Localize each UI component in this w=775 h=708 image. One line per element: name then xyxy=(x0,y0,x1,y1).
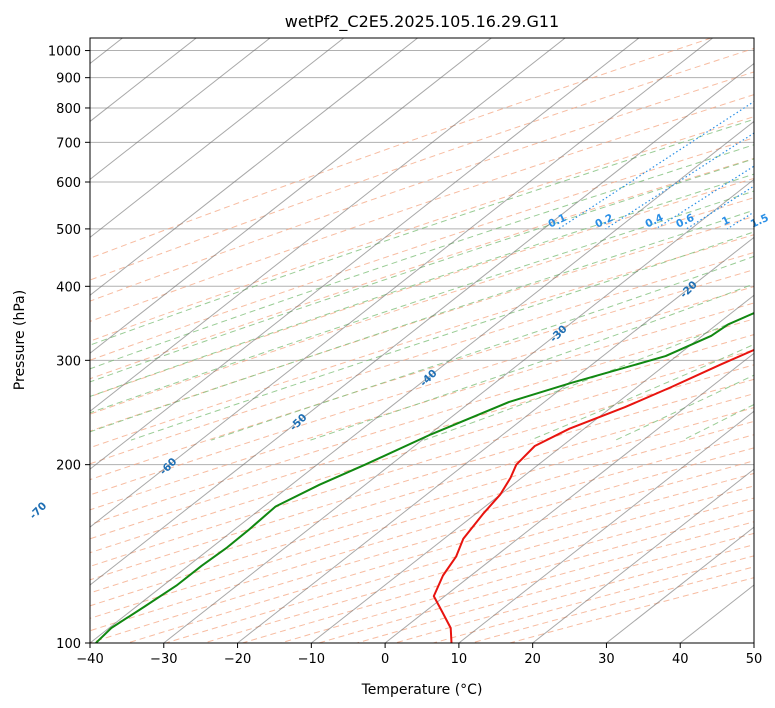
chart-title: wetPf2_C2E5.2025.105.16.29.G11 xyxy=(285,12,559,32)
x-tick-label: 40 xyxy=(672,652,689,667)
dry-adiabat xyxy=(127,460,754,643)
dry-adiabat xyxy=(90,334,754,540)
dry-adiabat xyxy=(90,420,754,619)
mixing-ratio-label: 1.5 xyxy=(749,212,771,231)
dry-adiabat xyxy=(90,434,754,632)
isotherm-line xyxy=(90,38,271,181)
dry-adiabat xyxy=(318,521,754,643)
isotherm-line xyxy=(90,62,754,586)
isotherm-line xyxy=(532,468,754,643)
isotherm-line xyxy=(458,410,754,643)
background-lines xyxy=(90,38,775,643)
isotherm-line xyxy=(90,38,418,296)
moist-adiabat xyxy=(530,343,754,441)
y-tick-label: 400 xyxy=(56,280,81,295)
dry-adiabat xyxy=(90,318,754,526)
moist-adiabat xyxy=(90,144,754,370)
isotherm-label: -70 xyxy=(27,500,49,522)
dry-adiabat xyxy=(204,485,754,643)
isotherm-line xyxy=(679,584,754,643)
isotherm-line xyxy=(90,120,754,643)
x-tick-label: 50 xyxy=(746,652,763,667)
x-tick-label: 30 xyxy=(598,652,615,667)
mixing-ratio-label: 0.1 xyxy=(546,212,568,231)
isotherm-line xyxy=(237,236,754,643)
dry-adiabat xyxy=(90,251,754,465)
dry-adiabat xyxy=(90,302,754,511)
moist-adiabat xyxy=(90,158,754,383)
dry-adiabat xyxy=(90,116,754,342)
dry-adiabat xyxy=(90,447,754,643)
x-tick-label: −40 xyxy=(76,652,103,667)
dry-adiabat xyxy=(90,269,754,481)
y-tick-label: 1000 xyxy=(48,45,81,60)
y-tick-label: 800 xyxy=(56,102,81,117)
temperature-trace xyxy=(432,348,754,643)
x-tick-label: −10 xyxy=(298,652,325,667)
dry-adiabat xyxy=(90,393,754,594)
isotherm-line xyxy=(384,352,754,643)
dry-adiabat xyxy=(280,509,754,643)
dry-adiabat xyxy=(433,555,754,643)
isotherm-line xyxy=(606,526,754,643)
dewpoint-trace xyxy=(95,311,754,643)
y-tick-label: 300 xyxy=(56,354,81,369)
moist-adiabat xyxy=(90,173,754,398)
isotherm-line xyxy=(90,38,713,528)
mixing-ratio-line xyxy=(655,165,754,230)
y-tick-label: 600 xyxy=(56,176,81,191)
sounding-traces xyxy=(95,311,754,643)
dry-adiabat xyxy=(395,544,754,643)
y-tick-label: 900 xyxy=(56,72,81,87)
mixing-ratio-label: 1 xyxy=(720,214,732,228)
mixing-ratio-line xyxy=(726,211,754,230)
isotherm-line xyxy=(90,38,492,354)
x-axis-title: Temperature (°C) xyxy=(361,682,483,698)
isotherm-line xyxy=(753,642,754,643)
isotherm-line xyxy=(90,38,566,412)
dry-adiabat xyxy=(242,497,754,643)
dry-adiabat xyxy=(90,94,754,322)
dry-adiabat xyxy=(90,378,754,581)
moist-adiabat xyxy=(90,118,754,346)
isotherm-line xyxy=(90,38,640,470)
x-tick-label: 10 xyxy=(451,652,468,667)
axes: −40 −30 −20 −10 0 10 20 30 40 50 100 200 300 400 500 60… xyxy=(48,45,762,667)
dry-adiabat xyxy=(90,407,754,607)
y-tick-label: 500 xyxy=(56,223,81,238)
mixing-ratio-label: 0.4 xyxy=(643,212,665,231)
plot-frame xyxy=(89,37,755,644)
y-axis-title: Pressure (hPa) xyxy=(12,290,28,390)
mixing-ratio-label: 0.2 xyxy=(593,212,615,231)
isotherm-line xyxy=(90,38,197,123)
y-tick-label: 700 xyxy=(56,136,81,151)
x-tick-label: 20 xyxy=(524,652,541,667)
dry-adiabat xyxy=(90,38,712,259)
dry-adiabat xyxy=(90,286,754,496)
isotherm-line xyxy=(163,178,754,643)
x-tick-label: −30 xyxy=(150,652,177,667)
moist-adiabat xyxy=(211,255,754,441)
x-tick-label: 0 xyxy=(381,652,389,667)
x-tick-label: −20 xyxy=(224,652,251,667)
y-tick-label: 200 xyxy=(56,459,81,474)
mixing-ratio-line xyxy=(761,38,775,229)
isotherm-line xyxy=(90,38,345,238)
moist-adiabat xyxy=(90,190,754,414)
isotherm-line xyxy=(311,294,754,643)
moist-adiabat xyxy=(682,403,754,441)
dry-adiabat xyxy=(356,532,754,643)
y-tick-label: 100 xyxy=(56,637,81,652)
moist-adiabat xyxy=(310,283,754,441)
